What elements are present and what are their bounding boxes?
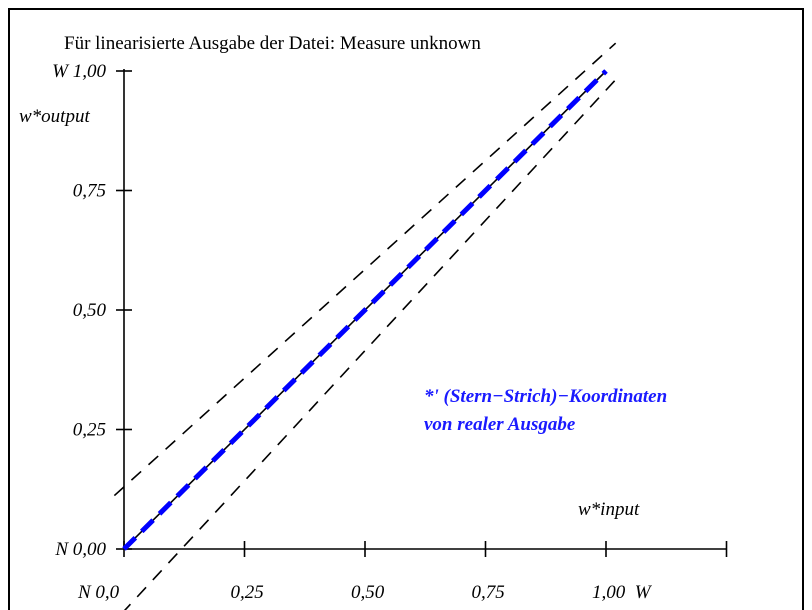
axes <box>116 69 728 557</box>
x-tick-label: 0,75 <box>472 582 505 603</box>
tick-labels: N 0,0 0,25 0,50 0,75 1,00 W N 0,00 0,25 0,50 0,7… <box>52 61 653 603</box>
x-tick-label: 1,00 W <box>592 582 653 603</box>
y-tick-label: 0,25 <box>73 420 106 441</box>
y-tick-label: N 0,00 <box>54 539 106 560</box>
series-group <box>113 42 617 610</box>
y-tick-label: 0,50 <box>73 300 107 321</box>
y-axis-label: w*output <box>19 106 90 127</box>
y-tick-label: 0,75 <box>73 181 106 202</box>
series-tolerance-line <box>123 79 617 610</box>
x-axis-label: w*input <box>578 499 640 520</box>
x-tick-label: 0,50 <box>351 582 385 603</box>
chart-frame <box>8 8 804 610</box>
annotation-line-2: von realer Ausgabe <box>424 414 576 435</box>
annotation-line-1: *' (Stern−Strich)−Koordinaten <box>424 386 667 407</box>
series-real-output-line <box>122 69 608 551</box>
chart-title: Für linearisierte Ausgabe der Datei: Mea… <box>64 33 481 54</box>
series-tolerance-line <box>113 42 617 497</box>
x-tick-label: 0,25 <box>231 582 264 603</box>
y-tick-label: W 1,00 <box>52 61 106 82</box>
x-tick-label: N 0,0 <box>77 582 120 603</box>
